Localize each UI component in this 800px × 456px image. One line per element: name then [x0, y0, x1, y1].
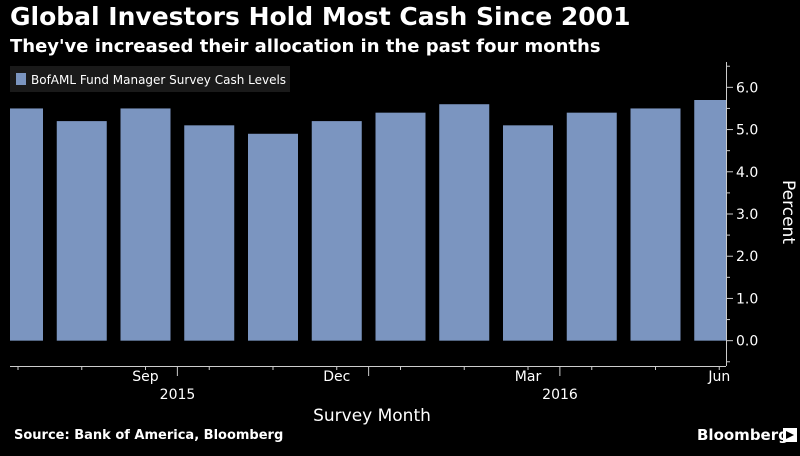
bar-dec-2015 — [311, 121, 362, 341]
bar-jan-2016 — [375, 112, 426, 341]
chart-subtitle: They've increased their allocation in th… — [10, 36, 601, 57]
brand-name: Bloomberg — [697, 426, 789, 444]
legend-swatch — [16, 73, 26, 85]
y-tick-label: 0.0 — [736, 334, 758, 350]
x-tick-label: Dec — [323, 369, 350, 385]
bloomberg-logo-icon — [783, 428, 797, 442]
bar-may-2016 — [630, 108, 681, 341]
bar-jul-2015 — [10, 108, 43, 341]
x-tick-label: Mar — [515, 369, 542, 385]
bar-feb-2016 — [439, 104, 490, 341]
y-tick-label: 2.0 — [736, 249, 758, 265]
bar-apr-2016 — [566, 112, 617, 341]
x-tick-label: Sep — [132, 369, 159, 385]
x-year-label: 2015 — [160, 387, 196, 403]
y-tick-label: 6.0 — [736, 80, 758, 96]
source-note: Source: Bank of America, Bloomberg — [14, 428, 284, 443]
y-tick-label: 1.0 — [736, 291, 758, 307]
bar-nov-2015 — [248, 133, 298, 341]
y-axis-title: Percent — [778, 180, 798, 244]
y-tick-label: 5.0 — [736, 123, 758, 139]
x-year-label: 2016 — [542, 387, 578, 403]
bar-mar-2016 — [503, 125, 553, 341]
y-tick-label: 3.0 — [736, 207, 758, 223]
bar-jun-2016 — [694, 100, 726, 341]
y-tick-label: 4.0 — [736, 165, 758, 181]
chart-title: Global Investors Hold Most Cash Since 20… — [10, 2, 631, 31]
legend-label: BofAML Fund Manager Survey Cash Levels — [31, 73, 286, 87]
x-axis-title: Survey Month — [313, 406, 431, 426]
bar-aug-2015 — [56, 121, 107, 341]
legend-box — [10, 66, 290, 92]
x-tick-label: Jun — [707, 369, 730, 385]
bar-sep-2015 — [120, 108, 171, 341]
bar-oct-2015 — [184, 125, 235, 341]
